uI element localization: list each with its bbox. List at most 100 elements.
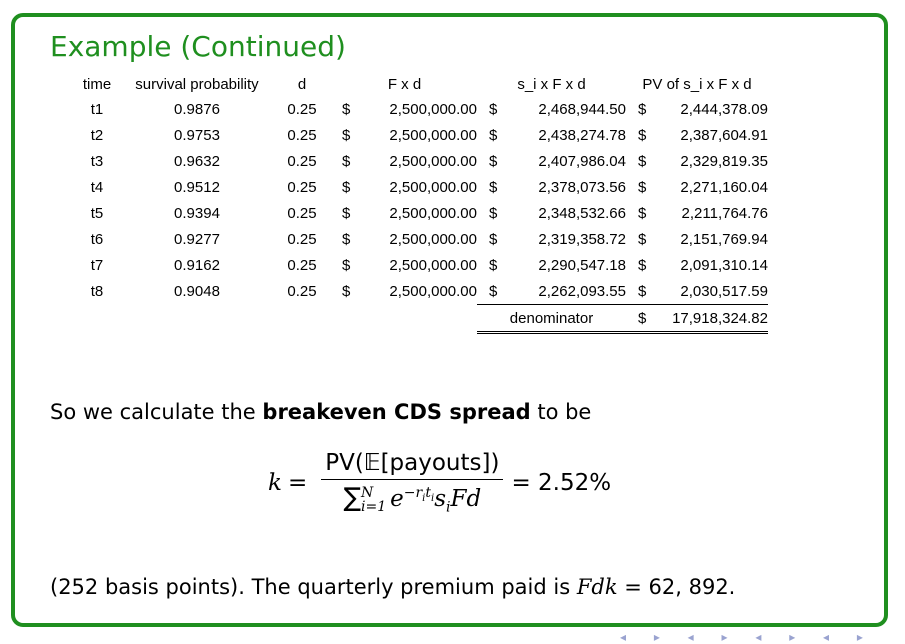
cell-fxd: 2,500,000.00 bbox=[389, 126, 477, 144]
cell-time: t5 bbox=[90, 204, 104, 222]
header-d: d bbox=[297, 75, 307, 93]
cell-sixfxd: 2,348,532.66 bbox=[538, 204, 626, 222]
cell-currency: $ bbox=[342, 126, 351, 144]
table-row: t5 0.9394 0.25 $ 2,500,000.00 $ 2,348,53… bbox=[72, 200, 768, 226]
slide-title: Example (Continued) bbox=[50, 30, 346, 63]
table-row: t3 0.9632 0.25 $ 2,500,000.00 $ 2,407,98… bbox=[72, 148, 768, 174]
cell-currency: $ bbox=[489, 256, 498, 274]
cell-time: t2 bbox=[90, 126, 104, 144]
formula-equals: = bbox=[287, 469, 308, 496]
cell-pv: 2,387,604.91 bbox=[680, 126, 768, 144]
header-time: time bbox=[82, 75, 112, 93]
formula-exp-t: t bbox=[425, 485, 432, 502]
cell-survival-probability: 0.9048 bbox=[174, 282, 220, 300]
cell-time: t8 bbox=[90, 282, 104, 300]
denominator-currency: $ bbox=[626, 304, 660, 334]
cell-fxd: 2,500,000.00 bbox=[389, 152, 477, 170]
premium-text-end: = 62, 892. bbox=[617, 575, 736, 599]
cell-time: t6 bbox=[90, 230, 104, 248]
cell-currency: $ bbox=[489, 282, 498, 300]
cell-currency: $ bbox=[489, 100, 498, 118]
cell-currency: $ bbox=[638, 204, 647, 222]
cell-pv: 2,211,764.76 bbox=[681, 204, 768, 222]
cell-fxd: 2,500,000.00 bbox=[389, 204, 477, 222]
denominator-value: 17,918,324.82 bbox=[660, 304, 768, 334]
beamer-nav-icons[interactable]: ◂ ▸ ◂ ▸ ◂ ▸ ◂ ▸ bbox=[620, 630, 875, 644]
cell-survival-probability: 0.9162 bbox=[174, 256, 220, 274]
cell-currency: $ bbox=[342, 256, 351, 274]
cell-currency: $ bbox=[638, 152, 647, 170]
header-fxd: F x d bbox=[387, 75, 422, 93]
cell-fxd: 2,500,000.00 bbox=[389, 282, 477, 300]
formula-sum: ∑ bbox=[343, 483, 361, 513]
cell-d: 0.25 bbox=[287, 178, 317, 196]
cell-pv: 2,329,819.35 bbox=[680, 152, 768, 170]
formula-e: e bbox=[390, 486, 404, 512]
cell-d: 0.25 bbox=[287, 100, 317, 118]
cell-sixfxd: 2,262,093.55 bbox=[538, 282, 626, 300]
cell-fxd: 2,500,000.00 bbox=[389, 178, 477, 196]
cell-sixfxd: 2,290,547.18 bbox=[538, 256, 626, 274]
cell-pv: 2,091,310.14 bbox=[680, 256, 768, 274]
cell-d: 0.25 bbox=[287, 230, 317, 248]
formula-result: = 2.52% bbox=[511, 469, 612, 496]
cell-sixfxd: 2,438,274.78 bbox=[538, 126, 626, 144]
cell-currency: $ bbox=[342, 204, 351, 222]
cell-currency: $ bbox=[638, 230, 647, 248]
header-sixfxd: s_i x F x d bbox=[517, 75, 586, 93]
cell-currency: $ bbox=[342, 282, 351, 300]
cell-currency: $ bbox=[489, 152, 498, 170]
table-row: t7 0.9162 0.25 $ 2,500,000.00 $ 2,290,54… bbox=[72, 252, 768, 278]
cds-table-container: time survival probability d F x d s_i x … bbox=[72, 72, 830, 344]
cell-survival-probability: 0.9753 bbox=[174, 126, 220, 144]
formula-sum-sup: N bbox=[360, 484, 374, 501]
intro-text-end: to be bbox=[530, 400, 592, 424]
intro-text-bold: breakeven CDS spread bbox=[262, 400, 531, 424]
cell-currency: $ bbox=[638, 178, 647, 196]
cell-pv: 2,444,378.09 bbox=[680, 100, 768, 118]
cell-fxd: 2,500,000.00 bbox=[389, 256, 477, 274]
table-row: t4 0.9512 0.25 $ 2,500,000.00 $ 2,378,07… bbox=[72, 174, 768, 200]
cell-sixfxd: 2,378,073.56 bbox=[538, 178, 626, 196]
cell-sixfxd: 2,319,358.72 bbox=[538, 230, 626, 248]
cell-time: t4 bbox=[90, 178, 104, 196]
cell-currency: $ bbox=[489, 204, 498, 222]
table-row: t8 0.9048 0.25 $ 2,500,000.00 $ 2,262,09… bbox=[72, 278, 768, 305]
cell-survival-probability: 0.9876 bbox=[174, 100, 220, 118]
formula-fd: Fd bbox=[450, 486, 482, 512]
cell-pv: 2,271,160.04 bbox=[680, 178, 768, 196]
table-row: t6 0.9277 0.25 $ 2,500,000.00 $ 2,319,35… bbox=[72, 226, 768, 252]
table-body: t1 0.9876 0.25 $ 2,500,000.00 $ 2,468,94… bbox=[72, 96, 768, 334]
cds-table: time survival probability d F x d s_i x … bbox=[72, 72, 768, 334]
cell-time: t3 bbox=[90, 152, 104, 170]
cell-currency: $ bbox=[342, 100, 351, 118]
cell-time: t1 bbox=[90, 100, 104, 118]
formula-s-sub: i bbox=[446, 499, 451, 516]
cell-sixfxd: 2,407,986.04 bbox=[538, 152, 626, 170]
cell-time: t7 bbox=[90, 256, 104, 274]
cell-pv: 2,151,769.94 bbox=[680, 230, 768, 248]
premium-text: (252 basis points). The quarterly premiu… bbox=[50, 575, 735, 599]
cell-d: 0.25 bbox=[287, 126, 317, 144]
formula-exp: −r bbox=[403, 485, 423, 502]
cell-survival-probability: 0.9632 bbox=[174, 152, 220, 170]
premium-var: Fdk bbox=[576, 575, 618, 599]
cell-d: 0.25 bbox=[287, 204, 317, 222]
cell-currency: $ bbox=[342, 178, 351, 196]
header-pv: PV of s_i x F x d bbox=[642, 75, 752, 93]
formula-k: k bbox=[268, 469, 282, 496]
cell-currency: $ bbox=[638, 126, 647, 144]
cell-d: 0.25 bbox=[287, 256, 317, 274]
cell-fxd: 2,500,000.00 bbox=[389, 100, 477, 118]
cell-sixfxd: 2,468,944.50 bbox=[538, 100, 626, 118]
cell-pv: 2,030,517.59 bbox=[680, 282, 768, 300]
cell-currency: $ bbox=[342, 230, 351, 248]
cell-d: 0.25 bbox=[287, 282, 317, 300]
denominator-row: denominator $ 17,918,324.82 bbox=[72, 304, 768, 334]
cell-survival-probability: 0.9277 bbox=[174, 230, 220, 248]
cell-currency: $ bbox=[342, 152, 351, 170]
cell-currency: $ bbox=[638, 100, 647, 118]
